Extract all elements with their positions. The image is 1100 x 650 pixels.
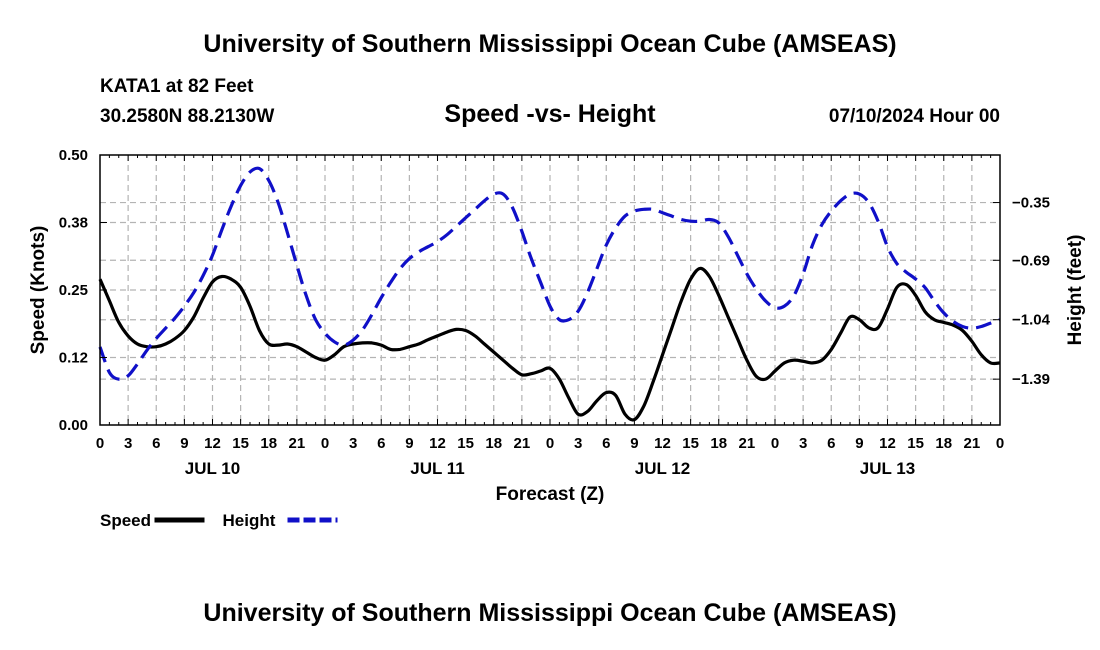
x-tick-label: 0 <box>321 435 329 452</box>
legend-label-height: Height <box>223 511 276 530</box>
day-label: JUL 10 <box>185 459 240 478</box>
x-tick-label: 6 <box>152 435 160 452</box>
x-tick-label: 3 <box>574 435 582 452</box>
x-tick-label: 3 <box>124 435 132 452</box>
x-tick-label: 12 <box>204 435 221 452</box>
speed-series-line <box>98 266 1001 422</box>
y2-tick-label: −1.04 <box>1012 312 1051 329</box>
page-title: University of Southern Mississippi Ocean… <box>203 30 897 58</box>
x-tick-label: 9 <box>630 435 638 452</box>
x-tick-label: 15 <box>457 435 474 452</box>
x-tick-label: 21 <box>289 435 306 452</box>
y-tick-label: 0.00 <box>59 417 88 434</box>
y-tick-label: 0.12 <box>59 350 88 367</box>
chart-axes: 0 3 6 9 12 15 18 21 0 3 6 9 12 15 18 21 0 3 6 9 12 15 18 21 0 3 6 9… <box>28 147 1086 505</box>
x-tick-label: 3 <box>349 435 357 452</box>
x-axis-title: Forecast (Z) <box>496 484 605 505</box>
x-tick-label: 15 <box>907 435 924 452</box>
x-tick-label: 0 <box>996 435 1004 452</box>
x-tick-label: 0 <box>96 435 104 452</box>
y2-axis-title: Height (feet) <box>1065 235 1086 346</box>
x-tick-label: 6 <box>827 435 835 452</box>
x-tick-label: 12 <box>879 435 896 452</box>
x-tick-label: 15 <box>232 435 249 452</box>
day-label: JUL 11 <box>410 459 465 478</box>
height-series-line <box>98 166 1001 381</box>
station-label: KATA1 at 82 Feet <box>100 76 254 97</box>
chart-series <box>98 166 1001 422</box>
y-tick-label: 0.25 <box>59 282 88 299</box>
x-tick-label: 3 <box>799 435 807 452</box>
x-tick-label: 12 <box>429 435 446 452</box>
y2-tick-label: −0.35 <box>1012 195 1050 212</box>
x-tick-label: 0 <box>771 435 779 452</box>
x-tick-label: 9 <box>180 435 188 452</box>
day-label: JUL 12 <box>635 459 690 478</box>
chart-grid <box>100 155 1000 425</box>
y2-tick-label: −1.39 <box>1012 371 1050 388</box>
x-tick-label: 6 <box>602 435 610 452</box>
x-tick-label: 21 <box>964 435 981 452</box>
y-axis-title: Speed (Knots) <box>28 226 49 355</box>
x-tick-label: 18 <box>710 435 727 452</box>
y-tick-label: 0.50 <box>59 147 88 164</box>
chart-title: Speed -vs- Height <box>444 100 656 128</box>
day-label: JUL 13 <box>860 459 915 478</box>
x-tick-label: 21 <box>514 435 531 452</box>
x-tick-label: 9 <box>855 435 863 452</box>
x-tick-label: 9 <box>405 435 413 452</box>
x-tick-label: 18 <box>935 435 952 452</box>
legend-label-speed: Speed <box>100 511 151 530</box>
chart-legend: Speed Height <box>100 511 338 530</box>
x-tick-label: 18 <box>260 435 277 452</box>
x-tick-label: 18 <box>485 435 502 452</box>
x-tick-label: 15 <box>682 435 699 452</box>
y-tick-label: 0.38 <box>59 215 88 232</box>
x-tick-label: 0 <box>546 435 554 452</box>
y2-tick-label: −0.69 <box>1012 252 1050 269</box>
footer-title: University of Southern Mississippi Ocean… <box>203 599 897 627</box>
x-tick-label: 12 <box>654 435 671 452</box>
coordinates-label: 30.2580N 88.2130W <box>100 106 275 127</box>
x-tick-label: 6 <box>377 435 385 452</box>
forecast-date: 07/10/2024 Hour 00 <box>828 106 1000 127</box>
x-tick-label: 21 <box>739 435 756 452</box>
